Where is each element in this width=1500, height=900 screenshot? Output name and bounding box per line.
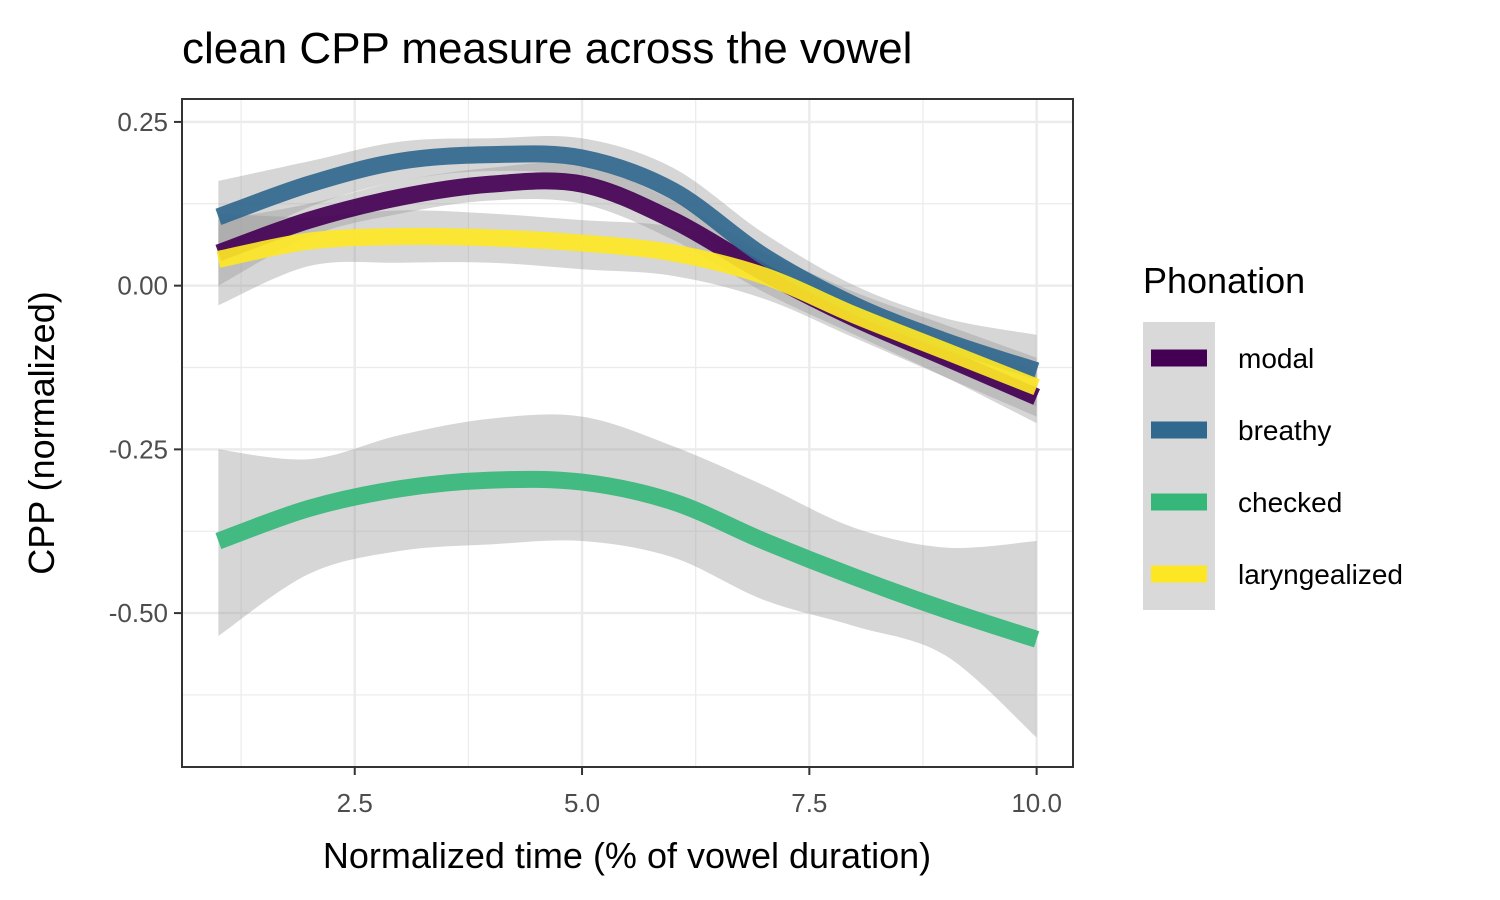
x-tick-label: 7.5 (791, 788, 827, 818)
legend-items: modal breathy checked laryngealized (1151, 343, 1403, 590)
legend-key-background (1143, 322, 1215, 610)
ribbon-checked (218, 414, 1037, 738)
line-laryngealized (216, 227, 1040, 396)
y-tick-label: 0.00 (117, 271, 168, 301)
y-tick-label: -0.25 (109, 434, 168, 464)
line-checked (215, 470, 1040, 648)
legend-label-checked: checked (1238, 487, 1342, 518)
legend-label-breathy: breathy (1238, 415, 1331, 446)
y-tick-label: -0.50 (109, 598, 168, 628)
legend-label-laryngealized: laryngealized (1238, 559, 1403, 590)
x-axis-title: Normalized time (% of vowel duration) (323, 835, 931, 876)
plot-border (181, 98, 1074, 768)
x-tick-label: 10.0 (1011, 788, 1062, 818)
legend: Phonation modal breathy checked laryngealiz… (1143, 260, 1403, 610)
legend-label-modal: modal (1238, 343, 1314, 374)
legend-title: Phonation (1143, 260, 1305, 301)
ribbon-modal (218, 162, 1037, 424)
y-tick-label: 0.25 (117, 107, 168, 137)
x-tick-label: 5.0 (564, 788, 600, 818)
x-axis: 2.5 5.0 7.5 10.0 (337, 767, 1062, 818)
ribbon-laryngealized (218, 210, 1037, 417)
grid-major (182, 99, 1073, 767)
y-axis-title: CPP (normalized) (21, 291, 62, 574)
chart-title: clean CPP measure across the vowel (182, 24, 912, 73)
series-lines (215, 145, 1041, 648)
x-tick-label: 2.5 (337, 788, 373, 818)
y-axis: 0.25 0.00 -0.25 -0.50 (109, 107, 182, 628)
